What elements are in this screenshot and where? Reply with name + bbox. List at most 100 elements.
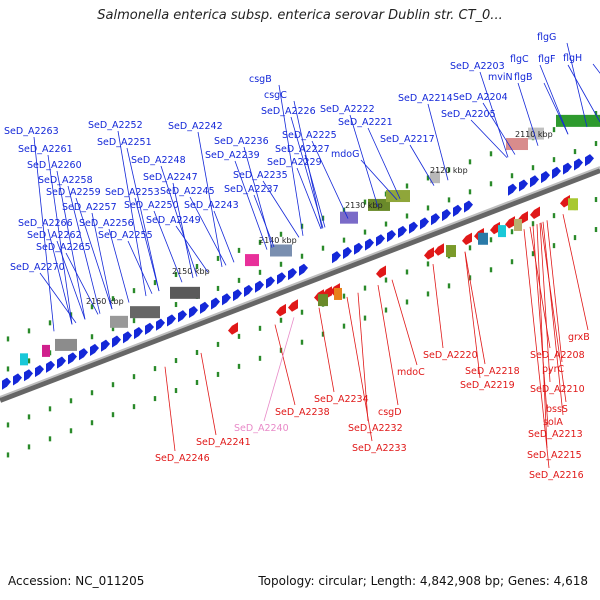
reverse-gene-arrow[interactable] (530, 206, 540, 219)
gene-label[interactable]: SeD_A2257 (62, 202, 117, 213)
gene-label[interactable]: SeD_A2203 (450, 61, 505, 72)
gene-label[interactable]: csgB (249, 74, 272, 85)
gray-box[interactable] (110, 315, 128, 328)
forward-gene-arrow[interactable] (530, 175, 539, 188)
gene-label[interactable]: SeD_A2221 (338, 117, 393, 128)
gene-label[interactable]: SeD_A2248 (131, 155, 186, 166)
magenta-box[interactable] (42, 344, 50, 357)
forward-gene-arrow[interactable] (552, 166, 561, 179)
gene-label[interactable]: SeD_A2259 (46, 187, 101, 198)
gene-label[interactable]: SeD_A2229 (267, 157, 322, 168)
forward-gene-arrow[interactable] (288, 267, 297, 281)
gene-label[interactable]: SeD_A2234 (314, 394, 369, 405)
forward-gene-arrow[interactable] (266, 276, 275, 289)
forward-gene-arrow[interactable] (24, 369, 33, 382)
reverse-gene-arrow[interactable] (490, 221, 500, 235)
yellowgreen-box[interactable] (568, 198, 578, 211)
forward-gene-arrow[interactable] (519, 179, 528, 192)
reverse-gene-arrow[interactable] (228, 322, 238, 335)
forward-gene-arrow[interactable] (299, 263, 308, 276)
forward-gene-arrow[interactable] (420, 217, 429, 230)
forward-gene-arrow[interactable] (2, 377, 11, 390)
forward-gene-arrow[interactable] (354, 242, 363, 255)
forward-gene-arrow[interactable] (211, 297, 220, 310)
forward-gene-arrow[interactable] (563, 162, 572, 175)
cyan-box[interactable] (498, 225, 506, 238)
forward-gene-arrow[interactable] (409, 221, 418, 234)
gene-label[interactable]: SeD_A2243 (184, 200, 239, 211)
gene-label[interactable]: SeD_A2214 (398, 93, 453, 104)
gene-label[interactable]: SeD_A2253 (105, 187, 160, 198)
gene-label[interactable]: SeD_A2235 (233, 170, 288, 181)
forward-gene-arrow[interactable] (277, 272, 286, 285)
gene-label[interactable]: SeD_A2208 (530, 350, 585, 361)
gene-label[interactable]: SeD_A2238 (275, 407, 330, 418)
gene-label[interactable]: mdoG (331, 149, 359, 160)
gene-label[interactable]: SeD_A2222 (320, 104, 375, 115)
lightgray-box[interactable] (528, 127, 544, 140)
gene-label[interactable]: grxB (568, 332, 590, 343)
forward-gene-arrow[interactable] (541, 171, 550, 184)
forward-gene-arrow[interactable] (68, 352, 77, 365)
forward-gene-arrow[interactable] (178, 310, 187, 323)
forward-gene-arrow[interactable] (222, 293, 231, 306)
forward-gene-arrow[interactable] (332, 251, 341, 264)
gene-label[interactable]: mviN (488, 72, 513, 83)
forward-gene-arrow[interactable] (189, 305, 198, 319)
forward-gene-arrow[interactable] (112, 335, 121, 348)
gene-label[interactable]: flgB (514, 72, 533, 83)
gene-label[interactable]: pyrC (542, 364, 565, 375)
gene-label[interactable]: SeD_A2270 (10, 262, 65, 273)
darkgray-box[interactable] (170, 286, 200, 299)
gene-label[interactable]: SeD_A2250 (124, 200, 179, 211)
gene-label[interactable]: SeD_A2215 (527, 450, 582, 461)
gene-label[interactable]: csgC (264, 90, 287, 101)
gene-label[interactable]: SeD_A2261 (18, 144, 73, 155)
lightgray-box[interactable] (430, 171, 440, 184)
gene-label[interactable]: SeD_A2217 (380, 134, 435, 145)
reverse-gene-arrow[interactable] (424, 247, 434, 260)
reverse-gene-arrow[interactable] (288, 299, 298, 312)
forward-gene-arrow[interactable] (365, 238, 374, 251)
gene-label[interactable]: SeD_A2218 (465, 366, 520, 377)
forward-gene-arrow[interactable] (46, 360, 55, 373)
salmon-box[interactable] (506, 138, 528, 151)
gene-features[interactable] (2, 114, 600, 390)
forward-gene-arrow[interactable] (156, 318, 165, 331)
forward-gene-arrow[interactable] (574, 158, 583, 171)
cyan-box[interactable] (20, 353, 28, 366)
gene-label[interactable]: SeD_A2246 (155, 453, 210, 464)
gene-label[interactable]: SeD_A2236 (214, 136, 269, 147)
gene-label[interactable]: SeD_A2251 (97, 137, 152, 148)
gene-label[interactable]: SeD_A2204 (453, 92, 508, 103)
gene-label[interactable]: solA (543, 417, 563, 428)
forward-gene-arrow[interactable] (13, 373, 22, 386)
gene-label[interactable]: flgC (510, 54, 529, 65)
forward-gene-arrow[interactable] (508, 183, 517, 196)
gene-label[interactable]: SeD_A2260 (27, 160, 82, 171)
green-box[interactable] (556, 114, 600, 127)
forward-gene-arrow[interactable] (101, 339, 110, 352)
gene-label[interactable]: SeD_A2226 (261, 106, 316, 117)
forward-gene-arrow[interactable] (79, 348, 88, 361)
olive-box[interactable] (318, 294, 328, 307)
orange-box[interactable] (334, 287, 342, 300)
gene-label[interactable]: SeD_A2242 (168, 121, 223, 132)
gene-label[interactable]: SeD_A2266 (18, 218, 73, 229)
pink-box[interactable] (245, 254, 259, 267)
gene-label[interactable]: SeD_A2265 (36, 242, 91, 253)
forward-gene-arrow[interactable] (398, 225, 407, 238)
reverse-gene-arrow[interactable] (376, 265, 386, 278)
gene-label[interactable]: SeD_A2263 (4, 126, 59, 137)
forward-gene-arrow[interactable] (145, 322, 154, 335)
gene-label[interactable]: flgG (537, 32, 556, 43)
reverse-gene-arrow[interactable] (462, 232, 472, 246)
reverse-gene-arrow[interactable] (560, 195, 570, 208)
gene-label[interactable]: mdoC (397, 367, 425, 378)
forward-gene-arrow[interactable] (123, 331, 132, 344)
gene-label[interactable]: SeD_A2245 (160, 186, 215, 197)
gene-label[interactable]: bssS (546, 404, 568, 415)
gene-label[interactable]: SeD_A2210 (530, 384, 585, 395)
gene-label[interactable]: SeD_A2216 (529, 470, 584, 481)
gene-label[interactable]: SeD_A2219 (460, 380, 515, 391)
